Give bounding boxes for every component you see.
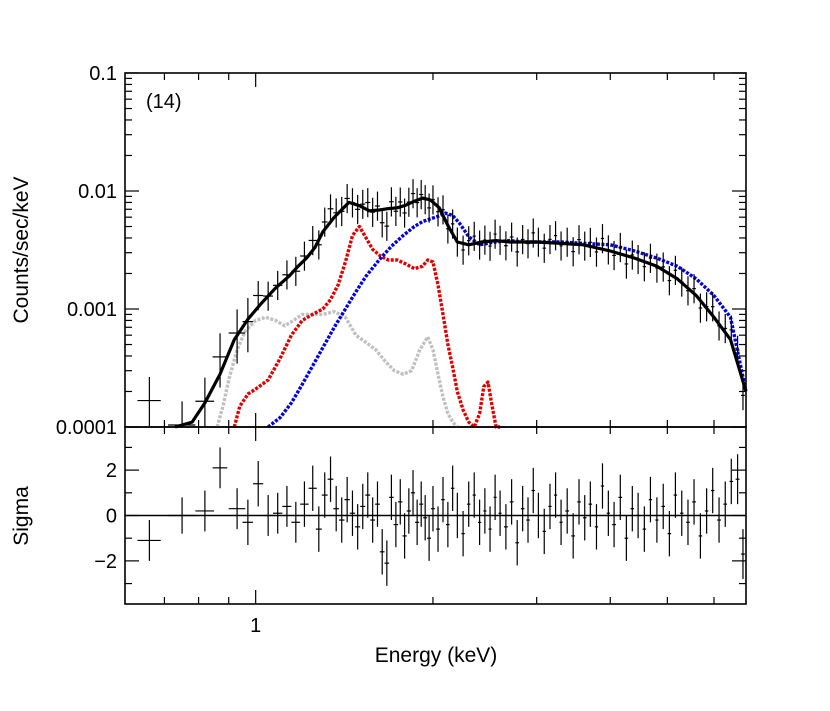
residual-x-tick-labels: 1: [250, 615, 261, 637]
residual-panel: 2 0 −2 1 Sigma Energy (keV): [10, 426, 747, 667]
residual-y-axis-title: Sigma: [10, 486, 33, 546]
y-tick-label: 0: [106, 506, 117, 528]
y-tick-label: 0.01: [78, 181, 117, 203]
y-tick-label: 2: [106, 460, 117, 482]
total-model-line: [174, 196, 748, 429]
spectrum-y-axis-title: Counts/sec/keV: [10, 176, 33, 323]
gray-component-line: [215, 309, 459, 429]
y-tick-label: −2: [94, 551, 117, 573]
residual-points: [137, 447, 745, 586]
x-tick-label: 1: [250, 615, 261, 637]
red-component-line: [232, 224, 501, 429]
y-tick-label: 0.001: [67, 299, 117, 321]
spectrum-panel: 0.1 0.01 0.001 0.0001 (14) Counts/sec/keV: [10, 63, 748, 439]
spectrum-series: [174, 196, 748, 429]
residual-y-tick-labels: 2 0 −2: [94, 460, 117, 573]
y-tick-label: 0.1: [89, 63, 117, 85]
x-axis-title: Energy (keV): [375, 644, 498, 667]
residual-axis-ticks: [125, 427, 746, 604]
spectrum-y-tick-labels: 0.1 0.01 0.001 0.0001: [56, 63, 117, 439]
spectrum-panel-frame: [124, 72, 747, 428]
panel-annotation: (14): [146, 91, 182, 113]
y-tick-label: 0.0001: [56, 417, 117, 439]
spectrum-axis-ticks: [125, 72, 746, 428]
spectrum-data-points: [137, 179, 745, 427]
